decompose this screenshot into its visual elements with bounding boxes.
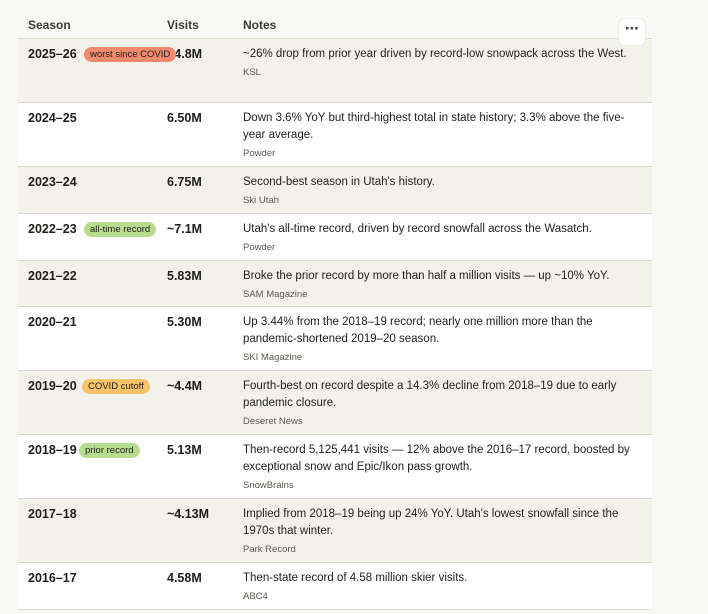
table-row: 2020–21 5.30M Up 3.44% from the 2018–19 re… (18, 307, 652, 371)
table-header: Season Visits Notes ⋯ (18, 0, 652, 45)
season-badge: COVID cutoff (82, 379, 150, 394)
season-cell: 2022–23 (28, 222, 77, 236)
note-text: Then-record 5,125,441 visits — 12% above… (243, 444, 630, 473)
note-text: Fourth-best on record despite a 14.3% de… (243, 380, 617, 409)
note-source: SKI Magazine (243, 352, 303, 363)
table-body: 2025–26 worst since COVID ~4.8M ~26% drop f… (18, 39, 652, 610)
visits-cell: 6.50M (167, 111, 202, 125)
notes-cell: Then-record 5,125,441 visits — 12% above… (243, 442, 633, 492)
column-header-season: Season (28, 18, 71, 32)
season-cell: 2025–26 (28, 47, 77, 61)
note-source: KSL (243, 67, 261, 78)
note-text: Broke the prior record by more than half… (243, 270, 610, 282)
season-cell: 2018–19 (28, 443, 77, 457)
season-cell: 2017–18 (28, 507, 77, 521)
table-row: 2022–23 all-time record ~7.1M Utah's all-ti… (18, 214, 652, 261)
note-source: Deseret News (243, 416, 303, 427)
season-cell: 2020–21 (28, 315, 77, 329)
table-row: 2021–22 5.83M Broke the prior record by mo… (18, 261, 652, 307)
table-row: 2024–25 6.50M Down 3.6% YoY but third-high… (18, 103, 652, 167)
notes-cell: Second-best season in Utah's history. Ski… (243, 174, 633, 207)
visits-cell: ~4.4M (167, 379, 203, 393)
note-source: Powder (243, 148, 276, 159)
note-text: Then-state record of 4.58 million skier … (243, 572, 468, 584)
notes-cell: ~26% drop from prior year driven by reco… (243, 46, 633, 79)
note-source: SnowBrains (243, 480, 294, 491)
season-cell: 2023–24 (28, 175, 77, 189)
visits-cell: ~4.13M (167, 507, 210, 521)
visits-cell: 6.75M (167, 175, 202, 189)
visits-cell: 4.58M (167, 571, 202, 585)
season-badge: prior record (79, 443, 140, 458)
season-cell: 2016–17 (28, 571, 77, 585)
note-text: Up 3.44% from the 2018–19 record; nearly… (243, 316, 593, 345)
seasons-table: Season Visits Notes ⋯ 2025–26 worst since… (18, 0, 652, 610)
table-row: 2019–20 COVID cutoff ~4.4M Fourth-best on r… (18, 371, 652, 435)
visits-cell: 5.13M (167, 443, 202, 457)
notes-cell: Broke the prior record by more than half… (243, 268, 633, 301)
notes-cell: Then-state record of 4.58 million skier … (243, 570, 633, 603)
visits-cell: ~4.8M (167, 47, 203, 61)
note-source: ABC4 (243, 591, 268, 602)
note-text: Utah's all-time record, driven by record… (243, 223, 592, 235)
season-cell: 2024–25 (28, 111, 77, 125)
notes-cell: Implied from 2018–19 being up 24% YoY. U… (243, 506, 633, 556)
notes-cell: Up 3.44% from the 2018–19 record; nearly… (243, 314, 633, 364)
column-header-visits: Visits (167, 18, 199, 32)
note-text: Down 3.6% YoY but third-highest total in… (243, 112, 625, 141)
table-row: 2023–24 6.75M Second-best season in Utah's… (18, 167, 652, 214)
table-row: 2016–17 4.58M Then-state record of 4.58 mi… (18, 563, 652, 610)
table-row: 2017–18 ~4.13M Implied from 2018–19 being … (18, 499, 652, 563)
table-row: 2018–19 prior record 5.13M Then-record 5,12… (18, 435, 652, 499)
note-source: Ski Utah (243, 195, 279, 206)
column-header-notes: Notes (243, 18, 277, 32)
season-badge: all-time record (84, 222, 157, 237)
more-options-icon[interactable]: ⋯ (619, 19, 645, 45)
note-source: Park Record (243, 544, 296, 555)
table-row: 2025–26 worst since COVID ~4.8M ~26% drop f… (18, 39, 652, 103)
visits-cell: 5.83M (167, 269, 202, 283)
season-badge: worst since COVID (84, 47, 177, 62)
notes-cell: Fourth-best on record despite a 14.3% de… (243, 378, 633, 428)
notes-cell: Down 3.6% YoY but third-highest total in… (243, 110, 633, 160)
note-source: SAM Magazine (243, 289, 308, 300)
visits-cell: 5.30M (167, 315, 202, 329)
season-cell: 2021–22 (28, 269, 77, 283)
note-text: ~26% drop from prior year driven by reco… (243, 48, 627, 60)
notes-cell: Utah's all-time record, driven by record… (243, 221, 633, 254)
note-text: Second-best season in Utah's history. (243, 176, 435, 188)
note-text: Implied from 2018–19 being up 24% YoY. U… (243, 508, 619, 537)
visits-cell: ~7.1M (167, 222, 203, 236)
note-source: Powder (243, 242, 276, 253)
season-cell: 2019–20 (28, 379, 77, 393)
